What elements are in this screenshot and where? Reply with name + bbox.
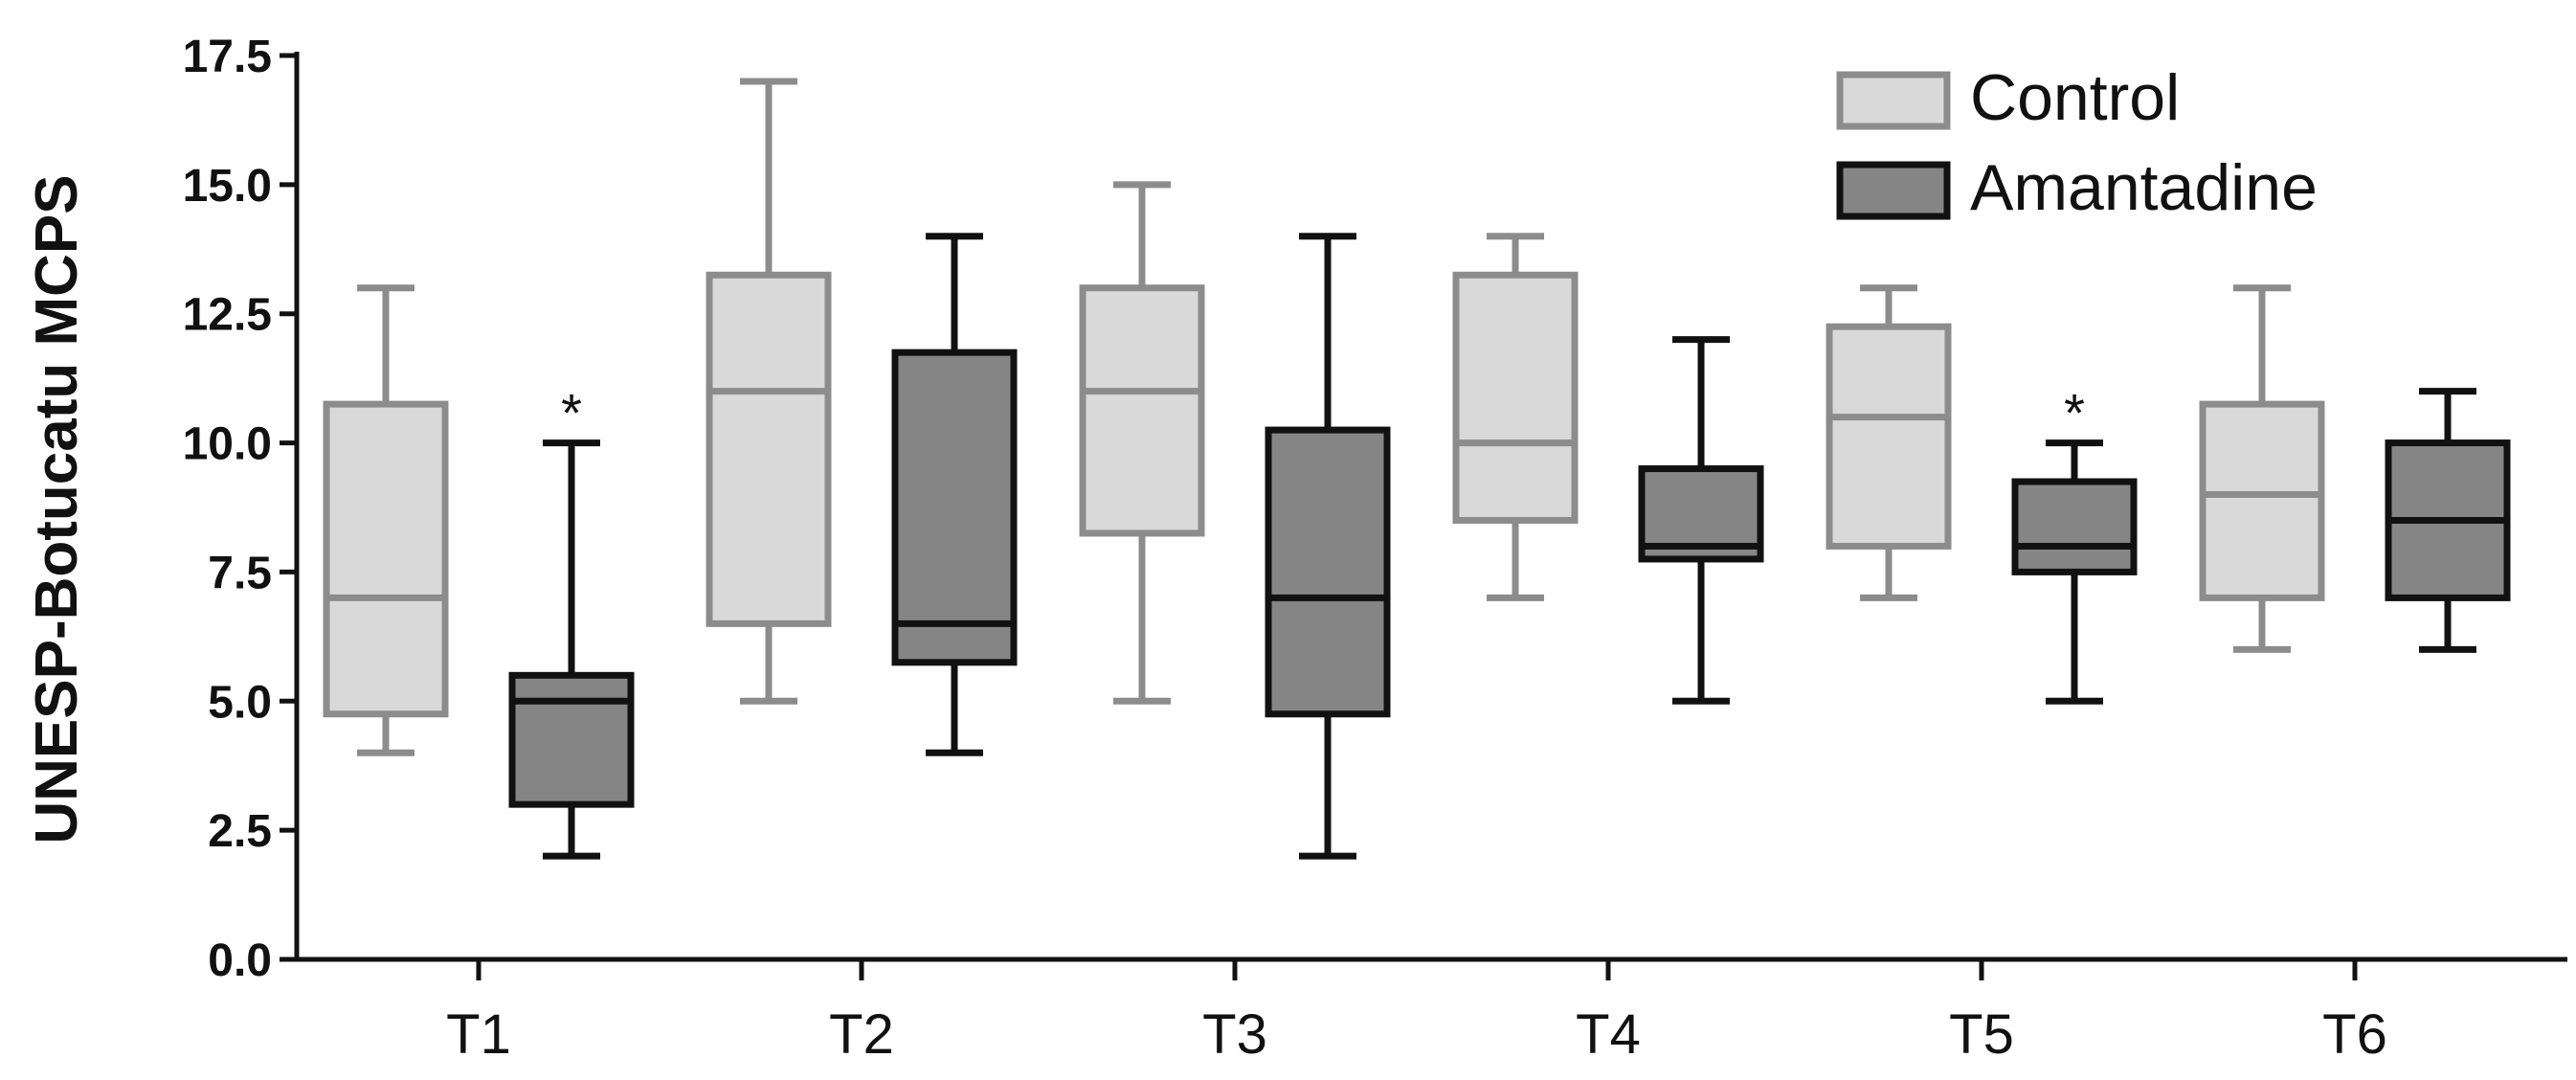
box-amantadine-t2 (891, 233, 1018, 756)
legend-label: Amantadine (1970, 151, 2318, 224)
y-tick-label: 10.0 (183, 419, 272, 470)
box-iqr (706, 271, 832, 627)
y-tick-label: 15.0 (183, 161, 272, 212)
box-iqr (2199, 400, 2325, 601)
significance-asterisk: * (561, 383, 582, 443)
box-iqr (1265, 426, 1391, 718)
box-amantadine-t6 (2385, 388, 2511, 653)
box-control-t3 (1079, 181, 1205, 705)
box-iqr (2011, 478, 2138, 575)
y-tick-label: 17.5 (183, 32, 272, 82)
x-tick-label-t4: T4 (1576, 1003, 1641, 1066)
box-iqr (1826, 323, 1952, 550)
y-tick-label: 7.5 (208, 548, 272, 598)
legend-entry-amantadine: Amantadine (1836, 151, 2318, 224)
x-tick-label-t3: T3 (1202, 1003, 1267, 1066)
box-control-t1 (323, 284, 449, 756)
axes-layer: 0.0 2.5 5.0 7.5 10.0 12.5 15.0 17.5 T1 T2 T3 T4 T5 T6 (183, 32, 2567, 1066)
box-iqr (1079, 284, 1205, 537)
y-tick-label: 0.0 (208, 935, 272, 986)
box-control-t2 (706, 78, 832, 705)
boxes-layer (323, 78, 2511, 860)
legend-swatch (1836, 71, 1951, 130)
box-iqr (1452, 271, 1579, 524)
box-iqr (891, 349, 1018, 666)
box-iqr (508, 671, 635, 808)
box-amantadine-t5 (2011, 439, 2138, 705)
box-iqr (323, 400, 449, 718)
box-control-t4 (1452, 233, 1579, 601)
y-tick-label: 5.0 (208, 677, 272, 728)
legend-label: Control (1970, 61, 2180, 134)
box-control-t6 (2199, 284, 2325, 653)
annotations-layer: * * (561, 383, 2085, 443)
legend: Control Amantadine (1836, 61, 2318, 224)
significance-asterisk: * (2064, 383, 2085, 443)
x-tick-label-t2: T2 (829, 1003, 894, 1066)
box-control-t5 (1826, 284, 1952, 601)
legend-entry-control: Control (1836, 61, 2180, 134)
y-tick-label: 12.5 (183, 290, 272, 341)
legend-swatch (1836, 161, 1951, 220)
y-tick-label: 2.5 (208, 806, 272, 857)
x-tick-label-t6: T6 (2322, 1003, 2387, 1066)
box-amantadine-t3 (1265, 233, 1391, 860)
box-amantadine-t4 (1638, 336, 1764, 705)
y-axis-title: UNESP-Botucatu MCPS (24, 174, 90, 844)
x-tick-label-t1: T1 (446, 1003, 511, 1066)
x-tick-label-t5: T5 (1949, 1003, 2014, 1066)
box-amantadine-t1 (508, 439, 635, 860)
